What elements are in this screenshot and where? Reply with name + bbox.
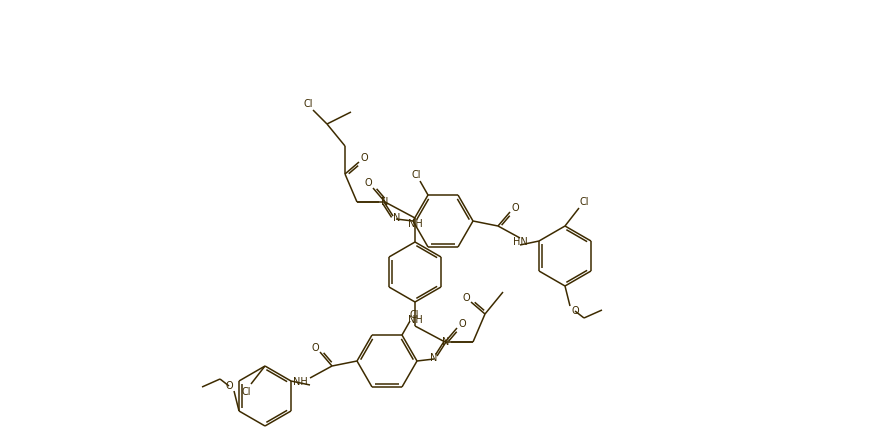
Text: Cl: Cl <box>303 99 313 109</box>
Text: NH: NH <box>407 219 422 229</box>
Text: O: O <box>457 319 465 329</box>
Text: NH: NH <box>293 377 307 387</box>
Text: O: O <box>363 178 371 188</box>
Text: N: N <box>380 197 388 207</box>
Text: O: O <box>571 306 578 316</box>
Text: Cl: Cl <box>241 387 250 397</box>
Text: N: N <box>392 213 399 223</box>
Text: N: N <box>441 337 449 347</box>
Text: O: O <box>511 203 518 213</box>
Text: Cl: Cl <box>411 170 421 180</box>
Text: N: N <box>429 353 436 363</box>
Text: Cl: Cl <box>409 310 418 320</box>
Text: HN: HN <box>512 237 527 247</box>
Text: Cl: Cl <box>579 197 588 207</box>
Text: O: O <box>311 343 319 353</box>
Text: O: O <box>225 381 233 391</box>
Text: O: O <box>462 293 469 303</box>
Text: O: O <box>360 153 367 163</box>
Text: NH: NH <box>407 315 422 325</box>
